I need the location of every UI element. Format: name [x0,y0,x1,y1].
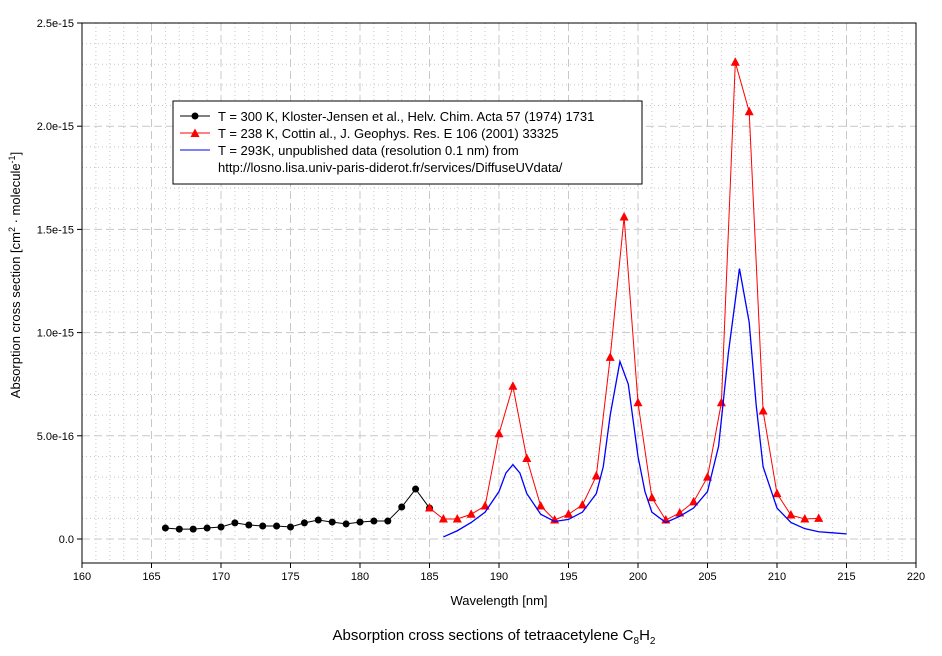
x-tick-label: 205 [698,571,716,583]
y-axis-label: Absorption cross section [cm2 · molecule… [7,152,23,398]
data-point-triangle [689,496,699,506]
data-point-circle [259,522,267,530]
data-point-triangle [703,472,712,481]
x-axis-label: Wavelength [nm] [450,593,547,608]
x-tick-label: 165 [142,571,160,583]
legend-entry-2-line2: http://losno.lisa.univ-paris-diderot.fr/… [218,160,563,175]
data-point-triangle [647,492,657,502]
data-point-triangle [716,397,726,407]
legend-entry-0: T = 300 K, Kloster-Jensen et al., Helv. … [218,109,594,124]
data-point-circle [189,525,197,533]
data-point-triangle [633,397,643,407]
data-point-circle [273,522,281,530]
data-point-circle [175,525,183,533]
data-point-triangle [425,503,434,512]
chart-title: Absorption cross sections of tetraacetyl… [333,627,656,647]
data-point-triangle [605,352,615,361]
x-tick-label: 180 [351,571,369,583]
legend-entry-2: T = 293K, unpublished data (resolution 0… [218,143,519,158]
x-tick-label: 210 [768,571,786,583]
legend-marker-triangle [190,128,200,137]
legend-entry-1: T = 238 K, Cottin al., J. Geophys. Res. … [218,126,559,141]
data-point-circle [231,519,239,527]
data-point-triangle [730,57,740,66]
x-tick-label: 190 [490,571,508,583]
data-point-circle [328,518,336,526]
data-point-circle [217,523,225,531]
data-point-circle [342,520,350,528]
data-point-triangle [577,499,587,509]
data-point-triangle [814,513,824,522]
data-point-triangle [480,500,490,510]
data-point-circle [287,523,294,531]
x-tick-label: 185 [420,571,438,583]
x-tick-label: 215 [837,571,855,583]
data-point-circle [300,519,308,527]
data-point-circle [203,524,211,532]
axis-ticks: 160 165 170 175 180 185 190 195 200 205 210 215 220 0… [37,18,925,583]
data-point-circle [384,517,392,525]
data-point-triangle [438,513,448,523]
data-point-triangle [786,510,796,519]
data-point-circle [161,524,169,532]
data-point-triangle [800,513,810,523]
x-tick-label: 170 [212,571,230,583]
data-point-triangle [494,428,504,438]
legend-box [172,100,643,185]
x-tick-label: 200 [629,571,647,583]
legend: T = 300 K, Kloster-Jensen et al., Helv. … [172,100,643,185]
y-tick-label: 5.0e-16 [37,431,74,443]
data-point-circle [412,485,420,493]
data-point-triangle [522,453,532,463]
x-tick-label: 220 [907,571,925,583]
x-tick-label: 175 [281,571,299,583]
y-tick-label: 2.5e-15 [37,18,74,30]
data-point-triangle [452,513,462,523]
data-point-triangle [619,212,629,221]
series-group [161,57,847,538]
data-point-circle [398,503,406,511]
data-point-circle [245,521,253,529]
data-point-triangle [508,381,518,390]
data-point-triangle [758,406,768,415]
y-tick-label: 0.0 [59,534,74,546]
data-point-triangle [466,509,476,518]
data-point-triangle [591,471,601,480]
data-point-circle [370,517,378,525]
data-point-circle [356,518,364,526]
data-point-triangle [772,488,782,498]
y-tick-label: 1.0e-15 [37,328,74,340]
data-point-triangle [744,106,754,116]
data-point-circle [314,516,322,524]
legend-marker-circle [191,112,199,120]
data-point-triangle [564,509,573,518]
x-tick-label: 160 [73,571,91,583]
data-point-triangle [675,507,685,517]
data-point-triangle [536,500,546,510]
y-tick-label: 2.0e-15 [37,121,74,133]
x-tick-label: 195 [559,571,577,583]
y-tick-label: 1.5e-15 [37,224,74,236]
series-line-2 [443,268,847,538]
